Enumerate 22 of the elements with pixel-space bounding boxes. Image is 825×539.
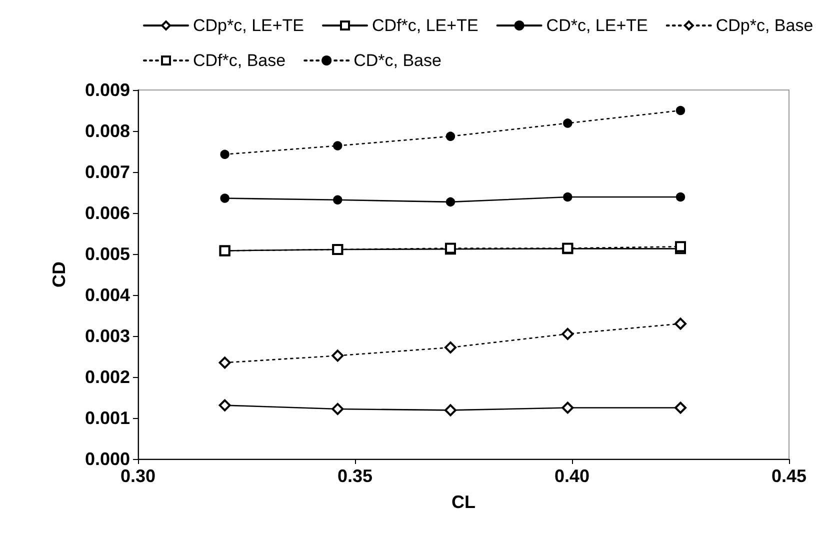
legend-label: CDp*c, LE+TE	[193, 16, 304, 35]
y-tick-label: 0.008	[84, 121, 130, 141]
x-tick-label: 0.35	[337, 466, 373, 486]
legend-label: CDp*c, Base	[716, 16, 814, 35]
y-tick-label: 0.002	[84, 367, 130, 387]
y-tick-label: 0.003	[84, 326, 130, 346]
legend-label: CDf*c, LE+TE	[372, 16, 478, 35]
legend-label: CD*c, Base	[354, 51, 442, 70]
y-tick-label: 0.004	[84, 285, 130, 305]
y-tick-label: 0.009	[84, 80, 130, 100]
y-tick-label: 0.006	[84, 203, 130, 223]
x-axis-title: CL	[452, 492, 476, 512]
y-tick-label: 0.007	[84, 162, 130, 182]
x-tick-label: 0.40	[554, 466, 590, 486]
x-tick-label: 0.30	[120, 466, 156, 486]
legend-label: CD*c, LE+TE	[546, 16, 648, 35]
legend-label: CDf*c, Base	[193, 51, 286, 70]
y-axis-title: CD	[49, 262, 69, 288]
x-tick-label: 0.45	[771, 466, 807, 486]
y-tick-label: 0.001	[84, 408, 130, 428]
y-tick-label: 0.000	[84, 449, 130, 469]
y-tick-label: 0.005	[84, 244, 130, 264]
